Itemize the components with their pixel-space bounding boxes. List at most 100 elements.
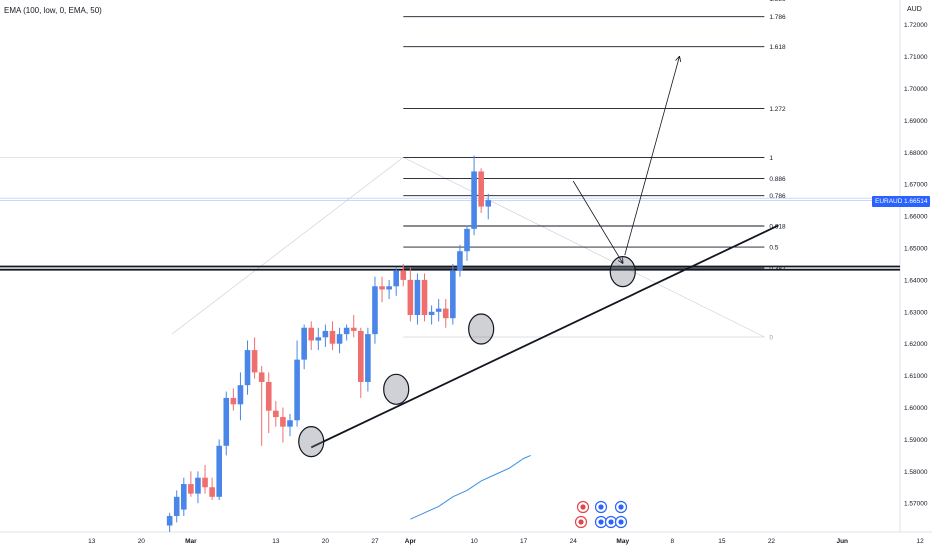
price-tick-label: 1.59000 (904, 437, 928, 444)
candle-body (464, 228, 470, 252)
event-markers (574, 500, 628, 529)
price-tick-label: 1.69000 (904, 118, 928, 125)
candle-body (166, 515, 173, 526)
candle-body (251, 350, 258, 373)
candle-body (209, 487, 215, 497)
price-tick-label: 1.66000 (904, 214, 928, 221)
candle (435, 299, 442, 322)
candle (280, 407, 286, 443)
candle (400, 263, 407, 287)
candle-body (308, 327, 315, 341)
candle (166, 512, 173, 532)
candles (166, 155, 492, 532)
fib-level-label: 1.786 (769, 14, 786, 21)
candle-body (442, 308, 449, 319)
candle-body (478, 171, 484, 207)
candle-body (471, 171, 477, 229)
fibonacci-levels: 00.3820.50.6180.7860.88611.2721.6181.786… (0, 0, 786, 342)
candle (308, 321, 315, 351)
touch-points (298, 256, 636, 458)
candle (188, 471, 194, 497)
time-tick-label: Mar (185, 538, 197, 545)
candle (478, 168, 484, 213)
candle (343, 324, 350, 341)
time-tick-label: 13 (88, 538, 96, 545)
candle-body (421, 279, 428, 315)
currency-label: AUD (907, 6, 922, 13)
fib-level-label: 0.786 (769, 193, 786, 200)
candle (421, 273, 428, 322)
time-tick-label: 22 (768, 538, 776, 545)
economic-event-icon (614, 515, 628, 529)
candle (457, 244, 463, 277)
candle-body (181, 484, 187, 510)
candle-body (428, 311, 435, 315)
time-tick-label: 17 (520, 538, 528, 545)
ema-line (410, 454, 531, 520)
candle (181, 477, 187, 516)
candle-body (315, 337, 322, 341)
time-tick-label: 24 (570, 538, 578, 545)
candle (350, 314, 357, 338)
indicator-legend[interactable]: EMA (100, low, 0, EMA, 50) (4, 6, 102, 15)
price-tick-label: 1.67000 (904, 182, 928, 189)
price-tick-label: 1.60000 (904, 405, 928, 412)
candle (485, 193, 492, 220)
time-tick-label: 27 (371, 538, 379, 545)
projection-arrow-up (624, 57, 680, 256)
fib-guide-line (171, 157, 404, 335)
candle (237, 372, 244, 421)
candle (414, 273, 421, 325)
candle (173, 490, 180, 523)
candle (230, 388, 237, 411)
time-tick-label: 10 (470, 538, 478, 545)
candle (329, 321, 336, 351)
candle-body (237, 385, 244, 405)
time-tick-label: 15 (718, 538, 726, 545)
candle (216, 439, 222, 501)
time-tick-label: 12 (917, 538, 925, 545)
fib-level-label: 0.618 (769, 223, 786, 230)
candle (450, 263, 456, 325)
candle-body (280, 417, 286, 427)
candle (223, 391, 230, 456)
economic-event-icon (604, 515, 618, 529)
candle (442, 299, 449, 328)
candle-body (343, 327, 350, 335)
candle-body (273, 410, 279, 418)
candle (315, 327, 322, 351)
candle-body (258, 372, 265, 382)
candle-body (386, 286, 392, 290)
time-tick-label: May (616, 538, 629, 545)
candle-body (202, 477, 208, 488)
candle-body (379, 286, 385, 290)
candle-body (450, 270, 456, 319)
economic-event-icon (594, 500, 608, 514)
price-tick-label: 1.57000 (904, 501, 928, 508)
candle-body (407, 279, 414, 315)
price-tick-label: 1.58000 (904, 469, 928, 476)
candle-body (230, 397, 237, 405)
candle (287, 413, 293, 437)
price-tick-label: 1.65000 (904, 246, 928, 253)
candle-body (393, 270, 399, 287)
economic-event-icon (574, 515, 588, 529)
candle-body (301, 327, 307, 360)
touch-point-circle (383, 373, 410, 405)
candle (471, 155, 477, 236)
time-tick-label: Jun (836, 538, 848, 545)
candle-body (336, 334, 343, 344)
fib-level-label: 0.5 (769, 245, 778, 252)
price-tick-label: 1.62000 (904, 341, 928, 348)
candle-body (223, 397, 230, 446)
candle-body (294, 359, 300, 421)
time-tick-label: 8 (671, 538, 675, 545)
candle (209, 477, 215, 501)
economic-event-icon (576, 500, 590, 514)
candle-body (265, 381, 272, 411)
candle (301, 324, 307, 370)
candle-body (350, 327, 357, 331)
candle-body (400, 270, 407, 280)
